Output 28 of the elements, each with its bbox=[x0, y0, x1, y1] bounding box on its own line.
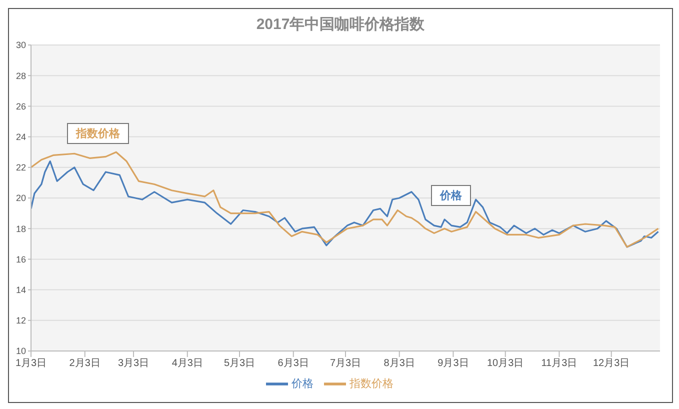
x-tick-label: 11月3日 bbox=[541, 358, 578, 370]
annotation: 价格 bbox=[431, 185, 471, 206]
y-tick-label: 22 bbox=[16, 162, 26, 173]
x-tick-label: 4月3日 bbox=[172, 358, 203, 370]
x-tick-label: 9月3日 bbox=[438, 358, 469, 370]
x-tick-label: 1月3日 bbox=[15, 358, 47, 370]
x-tick-label: 8月3日 bbox=[384, 358, 415, 370]
x-tick-label: 10月3日 bbox=[487, 358, 524, 370]
legend-label: 价格 bbox=[292, 378, 314, 390]
chart-title: 2017年中国咖啡价格指数 bbox=[255, 15, 426, 35]
y-tick-label: 28 bbox=[16, 70, 26, 81]
legend-label: 指数价格 bbox=[350, 378, 394, 390]
y-tick-label: 12 bbox=[16, 316, 26, 326]
y-tick-label: 20 bbox=[16, 193, 26, 204]
y-tick-label: 18 bbox=[16, 224, 26, 234]
y-tick-label: 16 bbox=[16, 254, 26, 264]
y-tick-label: 24 bbox=[16, 132, 26, 142]
x-tick-label: 12月3日 bbox=[593, 358, 630, 370]
x-tick-label: 5月3日 bbox=[224, 358, 256, 370]
annotation: 指数价格 bbox=[67, 123, 129, 144]
x-tick-label: 2月3日 bbox=[69, 358, 100, 370]
y-tick-label: 10 bbox=[16, 346, 26, 356]
y-tick-label: 14 bbox=[16, 284, 26, 295]
x-tick-label: 3月3日 bbox=[118, 358, 150, 370]
x-tick-label: 6月3日 bbox=[278, 358, 309, 370]
y-tick-label: 30 bbox=[16, 40, 26, 50]
y-tick-label: 26 bbox=[16, 101, 26, 112]
x-tick-label: 7月3日 bbox=[330, 358, 362, 370]
